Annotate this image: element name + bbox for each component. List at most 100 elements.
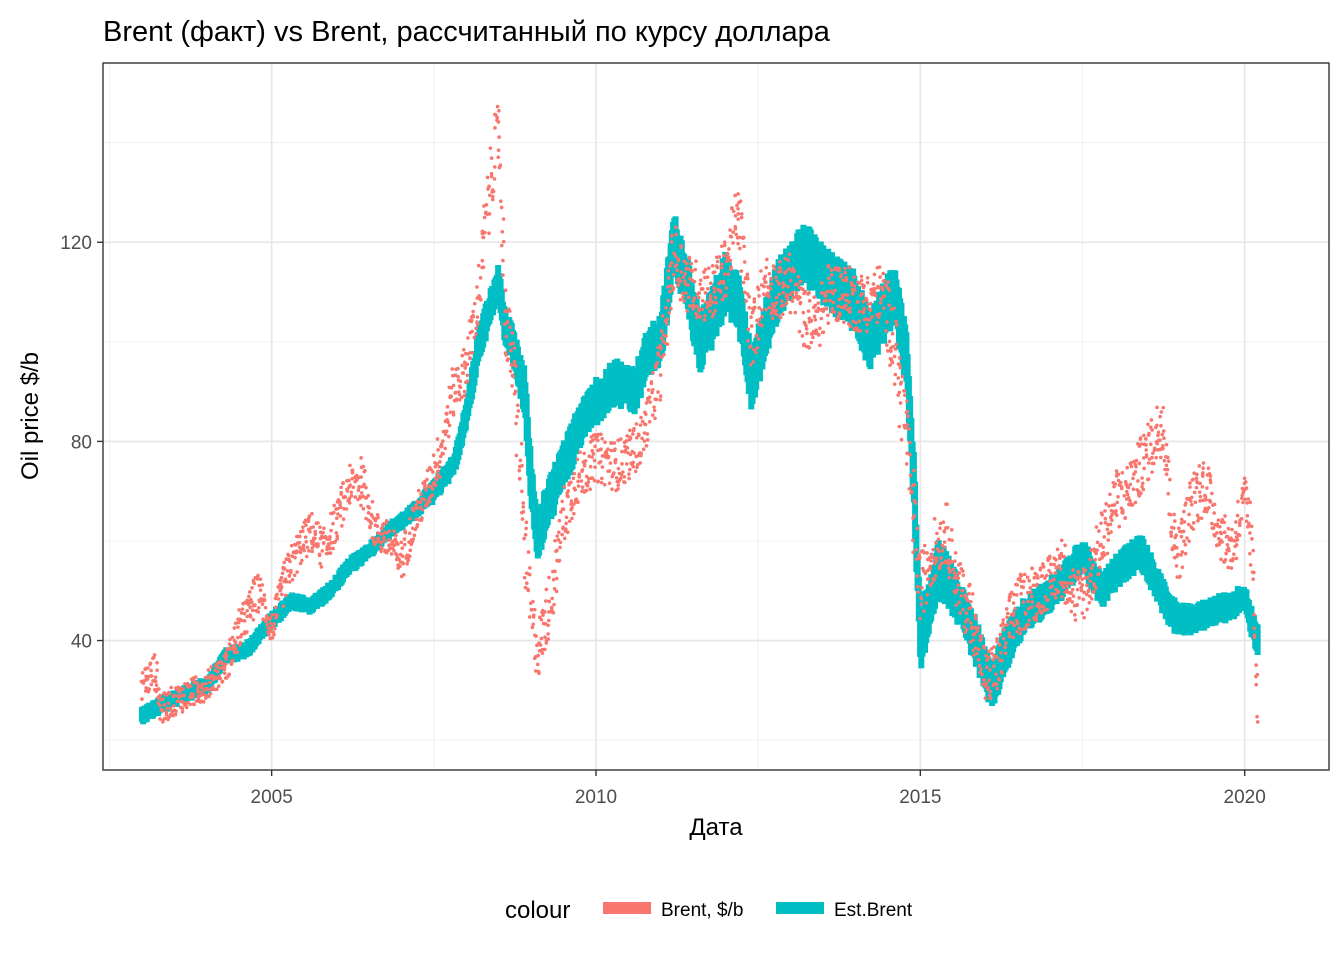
brent-point (1069, 591, 1074, 595)
brent-point (517, 468, 522, 473)
brent-point (141, 680, 145, 685)
brent-point (910, 489, 914, 494)
brent-point (242, 611, 247, 616)
brent-point (862, 284, 866, 288)
brent-point (1138, 436, 1143, 440)
brent-point (1104, 502, 1108, 506)
x-tick-label: 2015 (899, 787, 941, 808)
brent-point (951, 567, 956, 572)
brent-point (454, 397, 459, 402)
brent-point (624, 462, 629, 466)
brent-point (891, 344, 895, 349)
brent-point (543, 647, 547, 652)
brent-point (388, 546, 392, 551)
brent-point (968, 640, 973, 644)
brent-point (819, 291, 824, 295)
brent-point (412, 533, 417, 538)
brent-point (521, 501, 526, 505)
brent-point (1179, 521, 1184, 525)
brent-point (852, 275, 856, 280)
brent-point (872, 272, 877, 277)
brent-point (1043, 576, 1047, 580)
brent-point (907, 427, 912, 431)
brent-point (925, 577, 930, 582)
brent-point (207, 694, 211, 699)
brent-point (736, 241, 740, 246)
brent-point (730, 206, 734, 210)
brent-point (1095, 548, 1099, 552)
brent-point (970, 626, 974, 631)
brent-point (338, 502, 342, 507)
brent-point (1148, 442, 1153, 447)
brent-point (575, 457, 580, 462)
brent-point (321, 530, 325, 535)
brent-point (280, 592, 284, 597)
brent-point (726, 255, 731, 259)
brent-point (521, 505, 526, 509)
brent-point (804, 327, 809, 331)
brent-point (1021, 585, 1026, 590)
brent-point (1039, 611, 1044, 615)
brent-point (606, 454, 611, 459)
brent-point (368, 525, 372, 530)
brent-point (807, 299, 812, 303)
brent-point (692, 279, 697, 284)
brent-point (1128, 498, 1132, 503)
brent-point (1012, 592, 1016, 597)
brent-point (218, 676, 222, 681)
brent-point (982, 646, 987, 651)
brent-point (928, 567, 932, 572)
brent-point (359, 456, 363, 460)
brent-point (826, 321, 831, 326)
brent-point (837, 297, 842, 302)
brent-point (329, 540, 334, 545)
brent-point (1011, 611, 1016, 615)
brent-point (783, 256, 788, 261)
brent-point (738, 199, 743, 203)
brent-point (964, 611, 969, 615)
brent-point (497, 135, 501, 139)
brent-point (1061, 585, 1066, 589)
brent-point (499, 205, 504, 210)
brent-point (655, 360, 660, 365)
brent-point (328, 546, 332, 551)
brent-point (669, 260, 674, 265)
brent-point (894, 342, 898, 347)
brent-point (416, 488, 421, 493)
brent-point (1105, 551, 1110, 556)
brent-point (992, 664, 996, 668)
brent-point (1200, 484, 1205, 489)
brent-point (347, 501, 352, 505)
brent-point (812, 295, 816, 300)
brent-point (854, 321, 858, 325)
brent-point (1011, 635, 1015, 640)
brent-point (845, 293, 850, 297)
brent-point (796, 275, 801, 279)
brent-point (715, 259, 720, 264)
brent-point (938, 526, 942, 530)
brent-point (850, 291, 855, 295)
legend-title: colour (505, 897, 570, 924)
brent-point (394, 533, 398, 537)
brent-point (544, 599, 548, 603)
brent-point (731, 230, 736, 234)
brent-point (619, 476, 623, 481)
brent-point (957, 600, 962, 605)
brent-point (535, 662, 540, 667)
brent-point (1071, 568, 1075, 572)
brent-point (162, 702, 167, 707)
brent-point (631, 460, 635, 465)
brent-point (547, 599, 552, 604)
brent-point (995, 686, 1000, 691)
brent-point (1125, 465, 1129, 470)
brent-point (648, 400, 652, 404)
brent-point (775, 279, 780, 284)
brent-point (530, 625, 535, 630)
brent-point (942, 545, 946, 549)
brent-point (698, 314, 702, 319)
brent-point (645, 438, 650, 442)
brent-point (216, 684, 221, 688)
brent-point (496, 155, 501, 160)
brent-point (1198, 481, 1202, 486)
brent-point (935, 531, 939, 536)
